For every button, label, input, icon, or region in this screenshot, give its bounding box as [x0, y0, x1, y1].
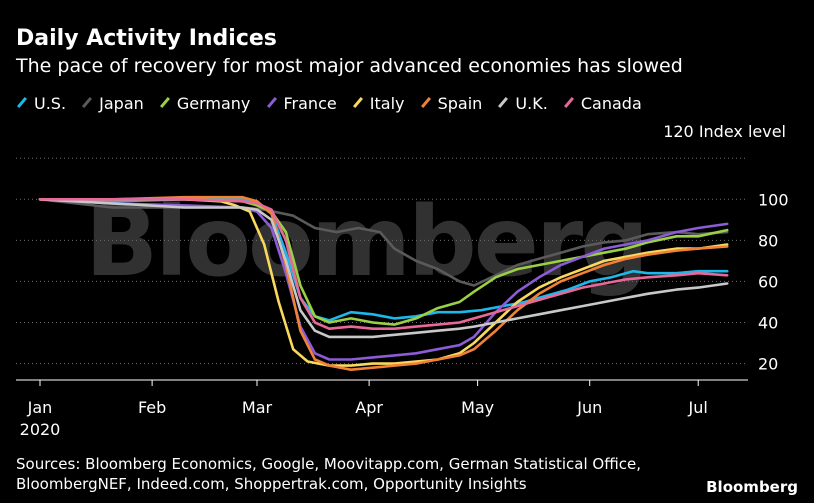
chart-subtitle: The pace of recovery for most major adva…: [16, 55, 683, 77]
sources-line-2: BloombergNEF, Indeed.com, Shoppertrak.co…: [16, 475, 527, 493]
x-year-label: 2020: [20, 420, 61, 439]
brand-logo: Bloomberg: [706, 478, 798, 496]
x-tick-label-may: May: [461, 398, 494, 417]
series-line-germany: [38, 198, 729, 326]
series-line-canada: [38, 198, 729, 330]
legend-item-canada: Canada: [563, 94, 642, 113]
y-tick-label-20: 20: [758, 355, 778, 374]
legend-label-japan: Japan: [99, 94, 144, 113]
legend-label-germany: Germany: [176, 94, 251, 113]
legend-item-italy: Italy: [352, 94, 405, 113]
series-line-france: [38, 198, 729, 361]
y-tick-label-40: 40: [758, 314, 778, 333]
legend-item-us: U.S.: [16, 94, 66, 113]
legend-item-france: France: [266, 94, 337, 113]
x-tick-label-jul: Jul: [688, 398, 708, 417]
series-line-spain: [38, 195, 729, 371]
sources-line-1: Sources: Bloomberg Economics, Google, Mo…: [16, 455, 641, 473]
x-tick-label-apr: Apr: [355, 398, 383, 417]
legend-item-uk: U.K.: [497, 94, 548, 113]
x-tick-label-jun: Jun: [576, 398, 602, 417]
y-tick-label-100: 100: [758, 190, 789, 209]
legend-label-spain: Spain: [437, 94, 483, 113]
legend: U.S. Japan Germany France Italy Spain U.…: [16, 94, 652, 113]
chart-title: Daily Activity Indices: [16, 26, 277, 51]
legend-item-germany: Germany: [159, 94, 251, 113]
y-tick-label-80: 80: [758, 231, 778, 250]
legend-item-spain: Spain: [420, 94, 483, 113]
y-tick-label-60: 60: [758, 272, 778, 291]
series-line-italy: [38, 198, 729, 367]
x-tick-label-feb: Feb: [138, 398, 166, 417]
legend-label-us: U.S.: [34, 94, 67, 113]
legend-label-italy: Italy: [369, 94, 405, 113]
legend-label-canada: Canada: [580, 94, 642, 113]
y-axis-unit-label: 120 Index level: [663, 122, 786, 141]
x-tick-label-jan: Jan: [27, 398, 53, 417]
legend-item-japan: Japan: [81, 94, 144, 113]
x-tick-label-mar: Mar: [242, 398, 273, 417]
legend-label-france: France: [283, 94, 337, 113]
sources-footer: Sources: Bloomberg Economics, Google, Mo…: [16, 454, 641, 494]
legend-label-uk: U.K.: [515, 94, 548, 113]
series-line-uk: [38, 198, 729, 339]
